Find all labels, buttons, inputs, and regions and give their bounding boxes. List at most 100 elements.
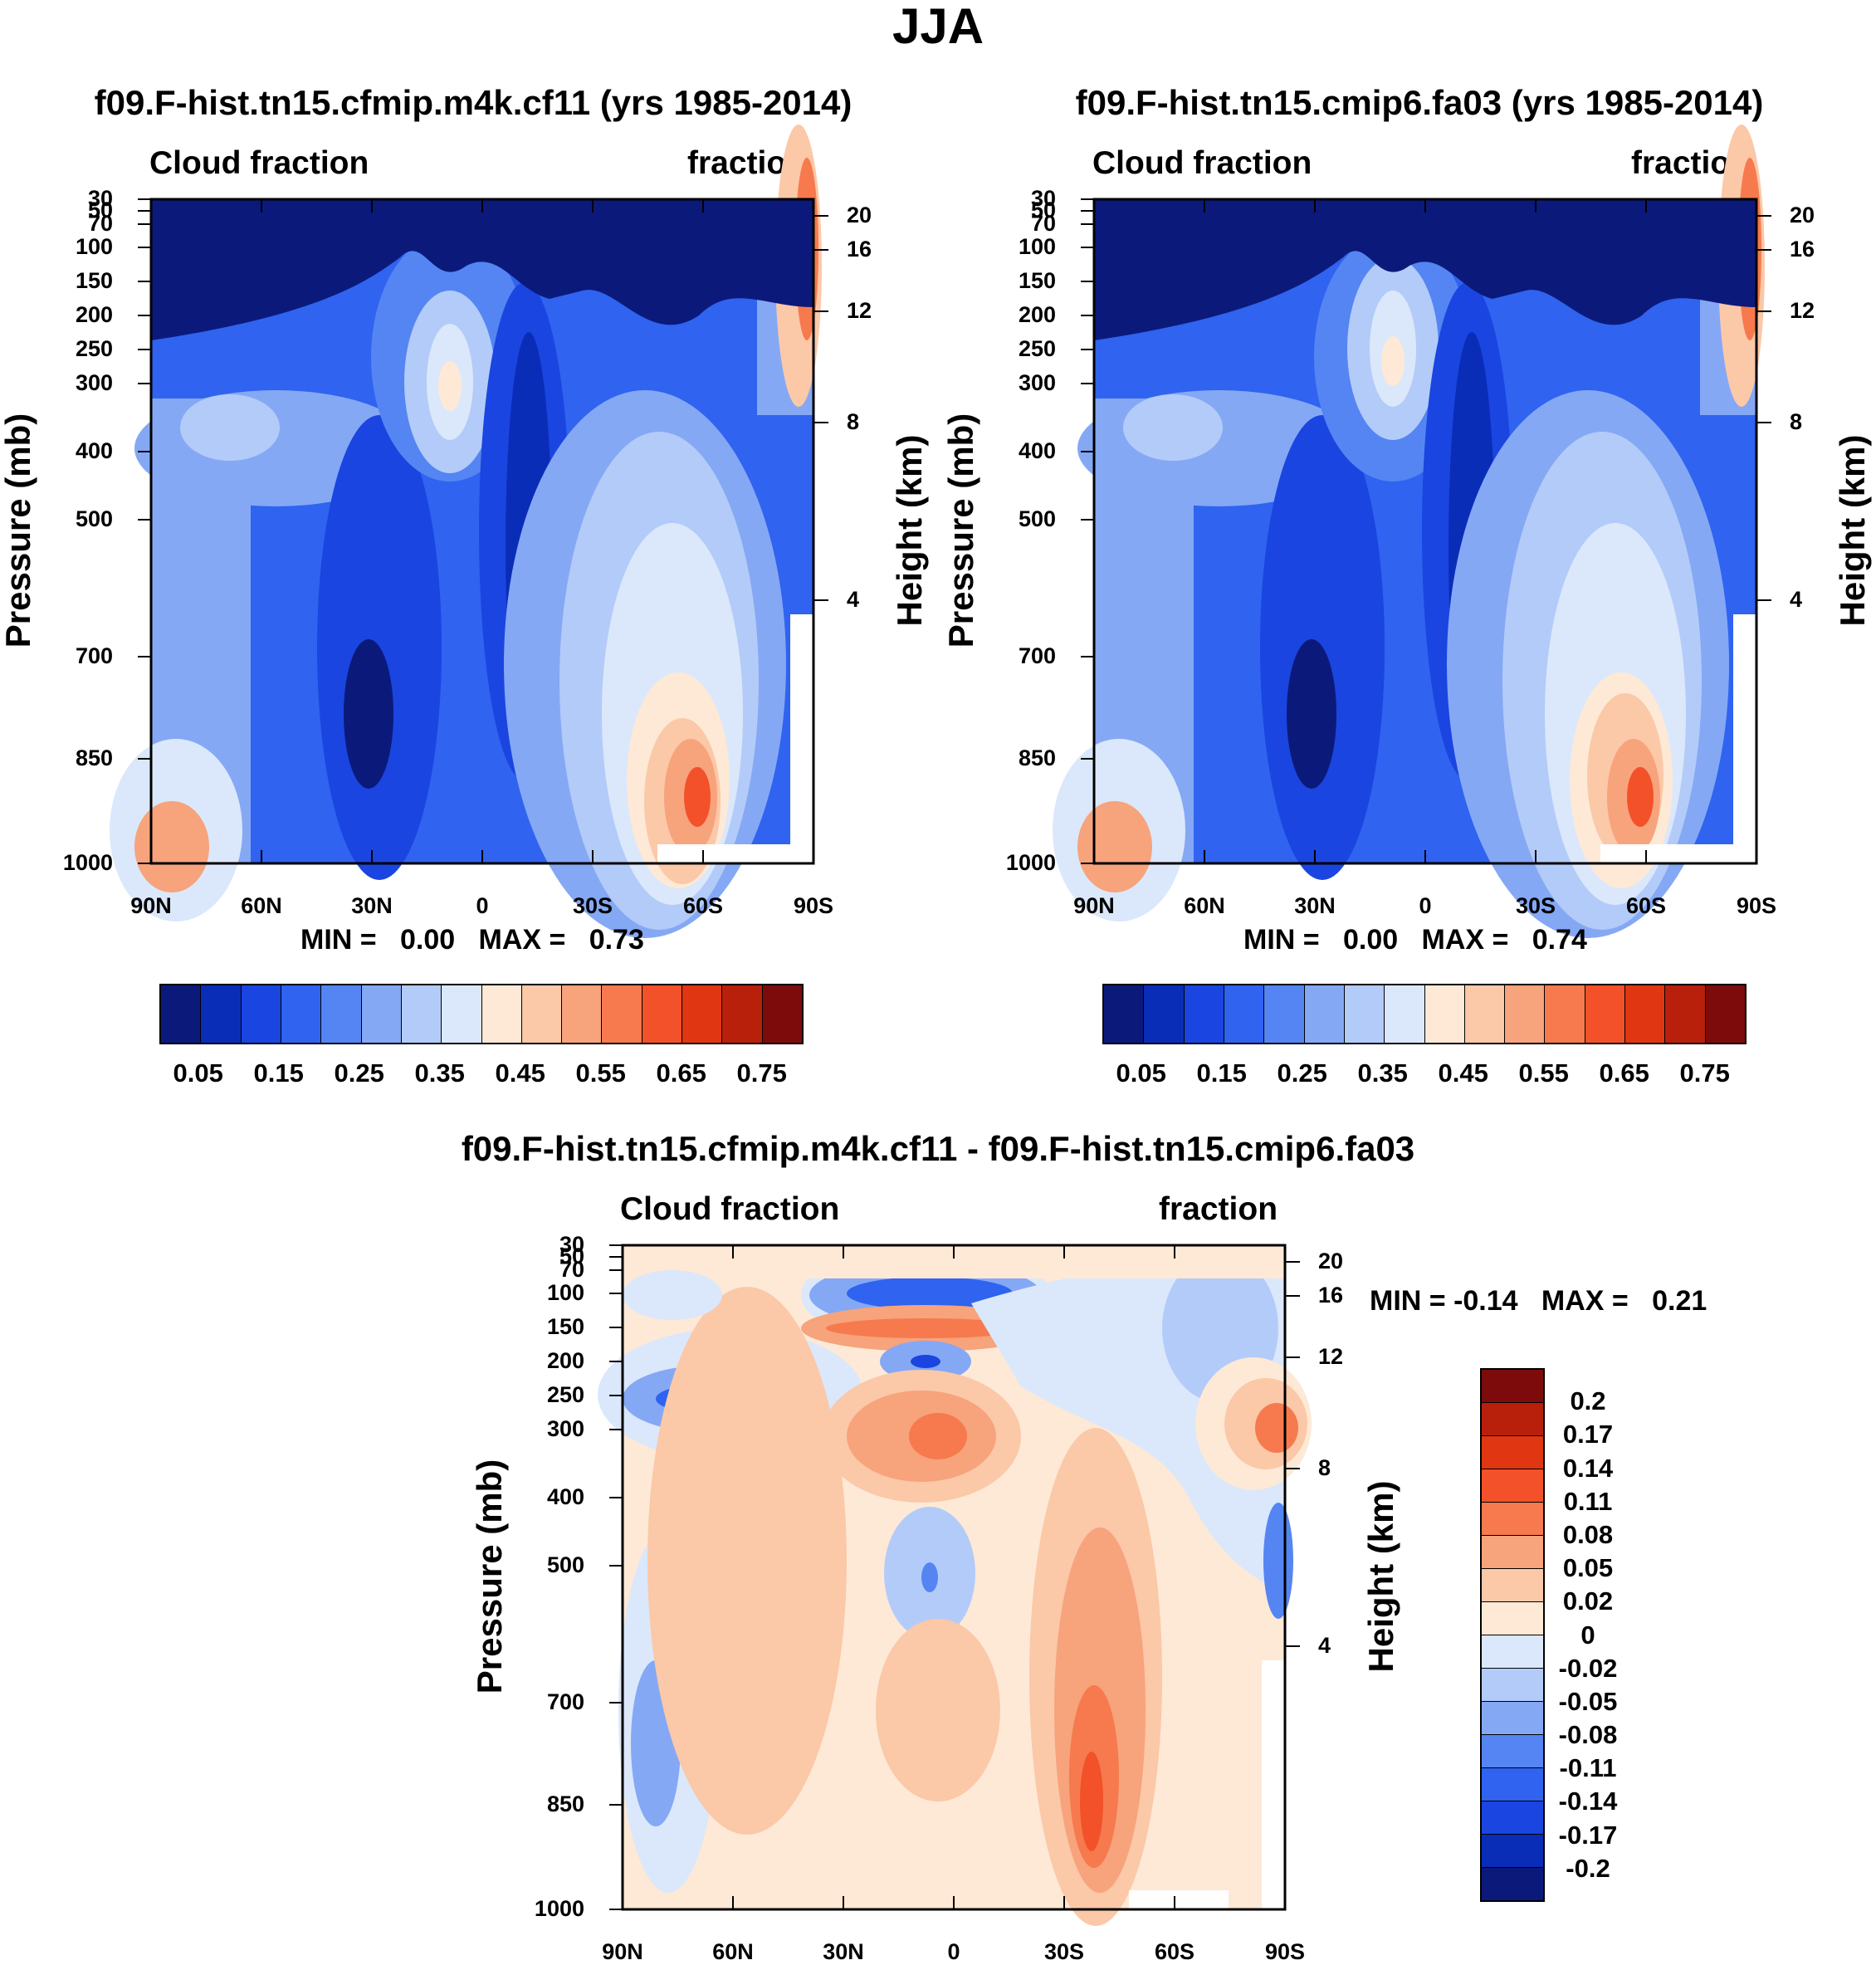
contour-trop-mid-neg-core (921, 1562, 938, 1592)
contour-missing-antarctica (790, 614, 813, 863)
contour-missing-surface (1600, 844, 1733, 863)
x-tick-label: 30S (572, 893, 613, 918)
contour-south-lowcloud-peak (684, 767, 711, 827)
h-tick-label: 8 (847, 409, 860, 434)
colorbar-swatch (1482, 1436, 1543, 1469)
colorbar-swatch (1585, 985, 1626, 1043)
p-tick-label: 50 (1030, 198, 1056, 222)
colorbar-swatch (401, 985, 442, 1043)
x-tick-label: 30N (823, 1939, 864, 1964)
colorbar-label: 0.55 (575, 1058, 626, 1088)
panel1-ylabel: Pressure (mb) (0, 413, 37, 648)
colorbar-swatch (1304, 985, 1345, 1043)
colorbar-swatch (1482, 1569, 1543, 1602)
colorbar-swatch (1482, 1370, 1543, 1403)
h-tick-label: 12 (847, 298, 872, 323)
colorbar-swatch (1482, 1801, 1543, 1835)
colorbar-swatch (1144, 985, 1185, 1043)
colorbar-swatch (1385, 985, 1425, 1043)
colorbar-swatch (562, 985, 603, 1043)
x-tick-label: 60N (241, 893, 282, 918)
p-tick-label: 400 (546, 1484, 584, 1509)
x-tick-label: 90N (1073, 893, 1115, 918)
colorbar-swatch (241, 985, 281, 1043)
panel3-title: f09.F-hist.tn15.cfmip.m4k.cf11 - f09.F-h… (461, 1129, 1415, 1168)
contour-subtrop-north-core (344, 639, 393, 789)
p-tick-label: 250 (1018, 336, 1056, 361)
colorbar-swatch (1264, 985, 1305, 1043)
contour-tropical-upper-peak (438, 361, 462, 411)
colorbar-swatch (722, 985, 763, 1043)
colorbar-label: 0.45 (1438, 1058, 1488, 1088)
colorbar-label: -0.14 (1558, 1787, 1618, 1816)
x-tick-label: 60N (712, 1939, 754, 1964)
panel2-min-label: MIN = (1243, 924, 1320, 956)
colorbar-swatch (521, 985, 563, 1043)
colorbar-label: 0.15 (1196, 1058, 1247, 1088)
x-tick-label: 30S (1043, 1939, 1085, 1964)
p-tick-label: 150 (75, 268, 113, 293)
panel3-max-value: 0.21 (1652, 1285, 1707, 1317)
panel1-heatmap (110, 125, 828, 938)
colorbar-swatch (1482, 1602, 1543, 1635)
contour-missing-antarctica (1262, 1660, 1285, 1909)
h-tick-label: 20 (1318, 1249, 1344, 1273)
colorbar-label: 0.75 (1679, 1058, 1730, 1088)
colorbar-swatch (1464, 985, 1506, 1043)
colorbar-swatch (1482, 1503, 1543, 1536)
p-tick-label: 200 (546, 1348, 584, 1373)
contour-top-neg (623, 1270, 722, 1320)
panel3-ylabel: Pressure (mb) (470, 1459, 509, 1694)
p-tick-label: 30 (559, 1232, 584, 1257)
colorbar-label: -0.02 (1558, 1653, 1618, 1683)
panel2-colorbar (1102, 984, 1747, 1044)
p-tick-label: 30 (1030, 186, 1056, 211)
colorbar-swatch (762, 985, 802, 1043)
p-tick-label: 300 (75, 370, 113, 395)
colorbar-swatch (1482, 1735, 1543, 1768)
colorbar-swatch (201, 985, 242, 1043)
panel3-colorbar (1480, 1368, 1545, 1902)
x-tick-label: 90S (793, 893, 834, 918)
panel1-max-value: 0.73 (589, 924, 644, 956)
p-tick-label: 100 (75, 234, 113, 259)
p-tick-label: 150 (1018, 268, 1056, 293)
contour-south-lowcloud-peak (1627, 767, 1654, 827)
contour-stratosphere (1094, 199, 1756, 340)
colorbar-swatch (602, 985, 642, 1043)
p-tick-label: 70 (1030, 211, 1056, 236)
colorbar-swatch (161, 985, 202, 1043)
colorbar-swatch (1482, 1835, 1543, 1868)
x-tick-label: 60S (1154, 1939, 1195, 1964)
colorbar-swatch (1482, 1768, 1543, 1801)
panel1-minmax: MIN = 0.00 MAX = 0.73 (300, 924, 644, 956)
colorbar-swatch (1482, 1702, 1543, 1735)
colorbar-swatch (1505, 985, 1546, 1043)
contour-missing-surface (1129, 1890, 1229, 1909)
contour-missing-surface (657, 844, 790, 863)
contour-trop-300-pos-core (909, 1413, 967, 1459)
panel1-min-label: MIN = (300, 924, 377, 956)
h-tick-label: 16 (847, 237, 872, 262)
contour-trop-upper-neg-core (847, 1277, 1013, 1310)
x-tick-label: 60S (682, 893, 724, 918)
p-tick-label: 150 (546, 1314, 584, 1339)
x-tick-label: 0 (1419, 893, 1432, 918)
p-tick-label: 200 (1018, 302, 1056, 327)
contour-missing-antarctica (1733, 614, 1756, 863)
p-tick-label: 300 (546, 1416, 584, 1441)
colorbar-label: 0.08 (1562, 1519, 1614, 1549)
panel2-ylabel-right: Height (km) (1833, 434, 1872, 627)
colorbar-swatch (1482, 1469, 1543, 1503)
h-tick-label: 16 (1790, 237, 1815, 262)
x-tick-label: 90N (602, 1939, 643, 1964)
panel3-left-label: Cloud fraction (620, 1191, 840, 1227)
panel3-right-label: fraction (1159, 1191, 1278, 1227)
colorbar-label: 0.55 (1518, 1058, 1569, 1088)
colorbar-label: -0.08 (1558, 1720, 1618, 1750)
panel2-minmax: MIN = 0.00 MAX = 0.74 (1243, 924, 1587, 956)
panel1-title: f09.F-hist.tn15.cfmip.m4k.cf11 (yrs 1985… (94, 83, 853, 122)
p-tick-label: 700 (546, 1689, 584, 1714)
h-tick-label: 4 (1318, 1633, 1331, 1658)
contour-stratosphere (151, 199, 813, 340)
